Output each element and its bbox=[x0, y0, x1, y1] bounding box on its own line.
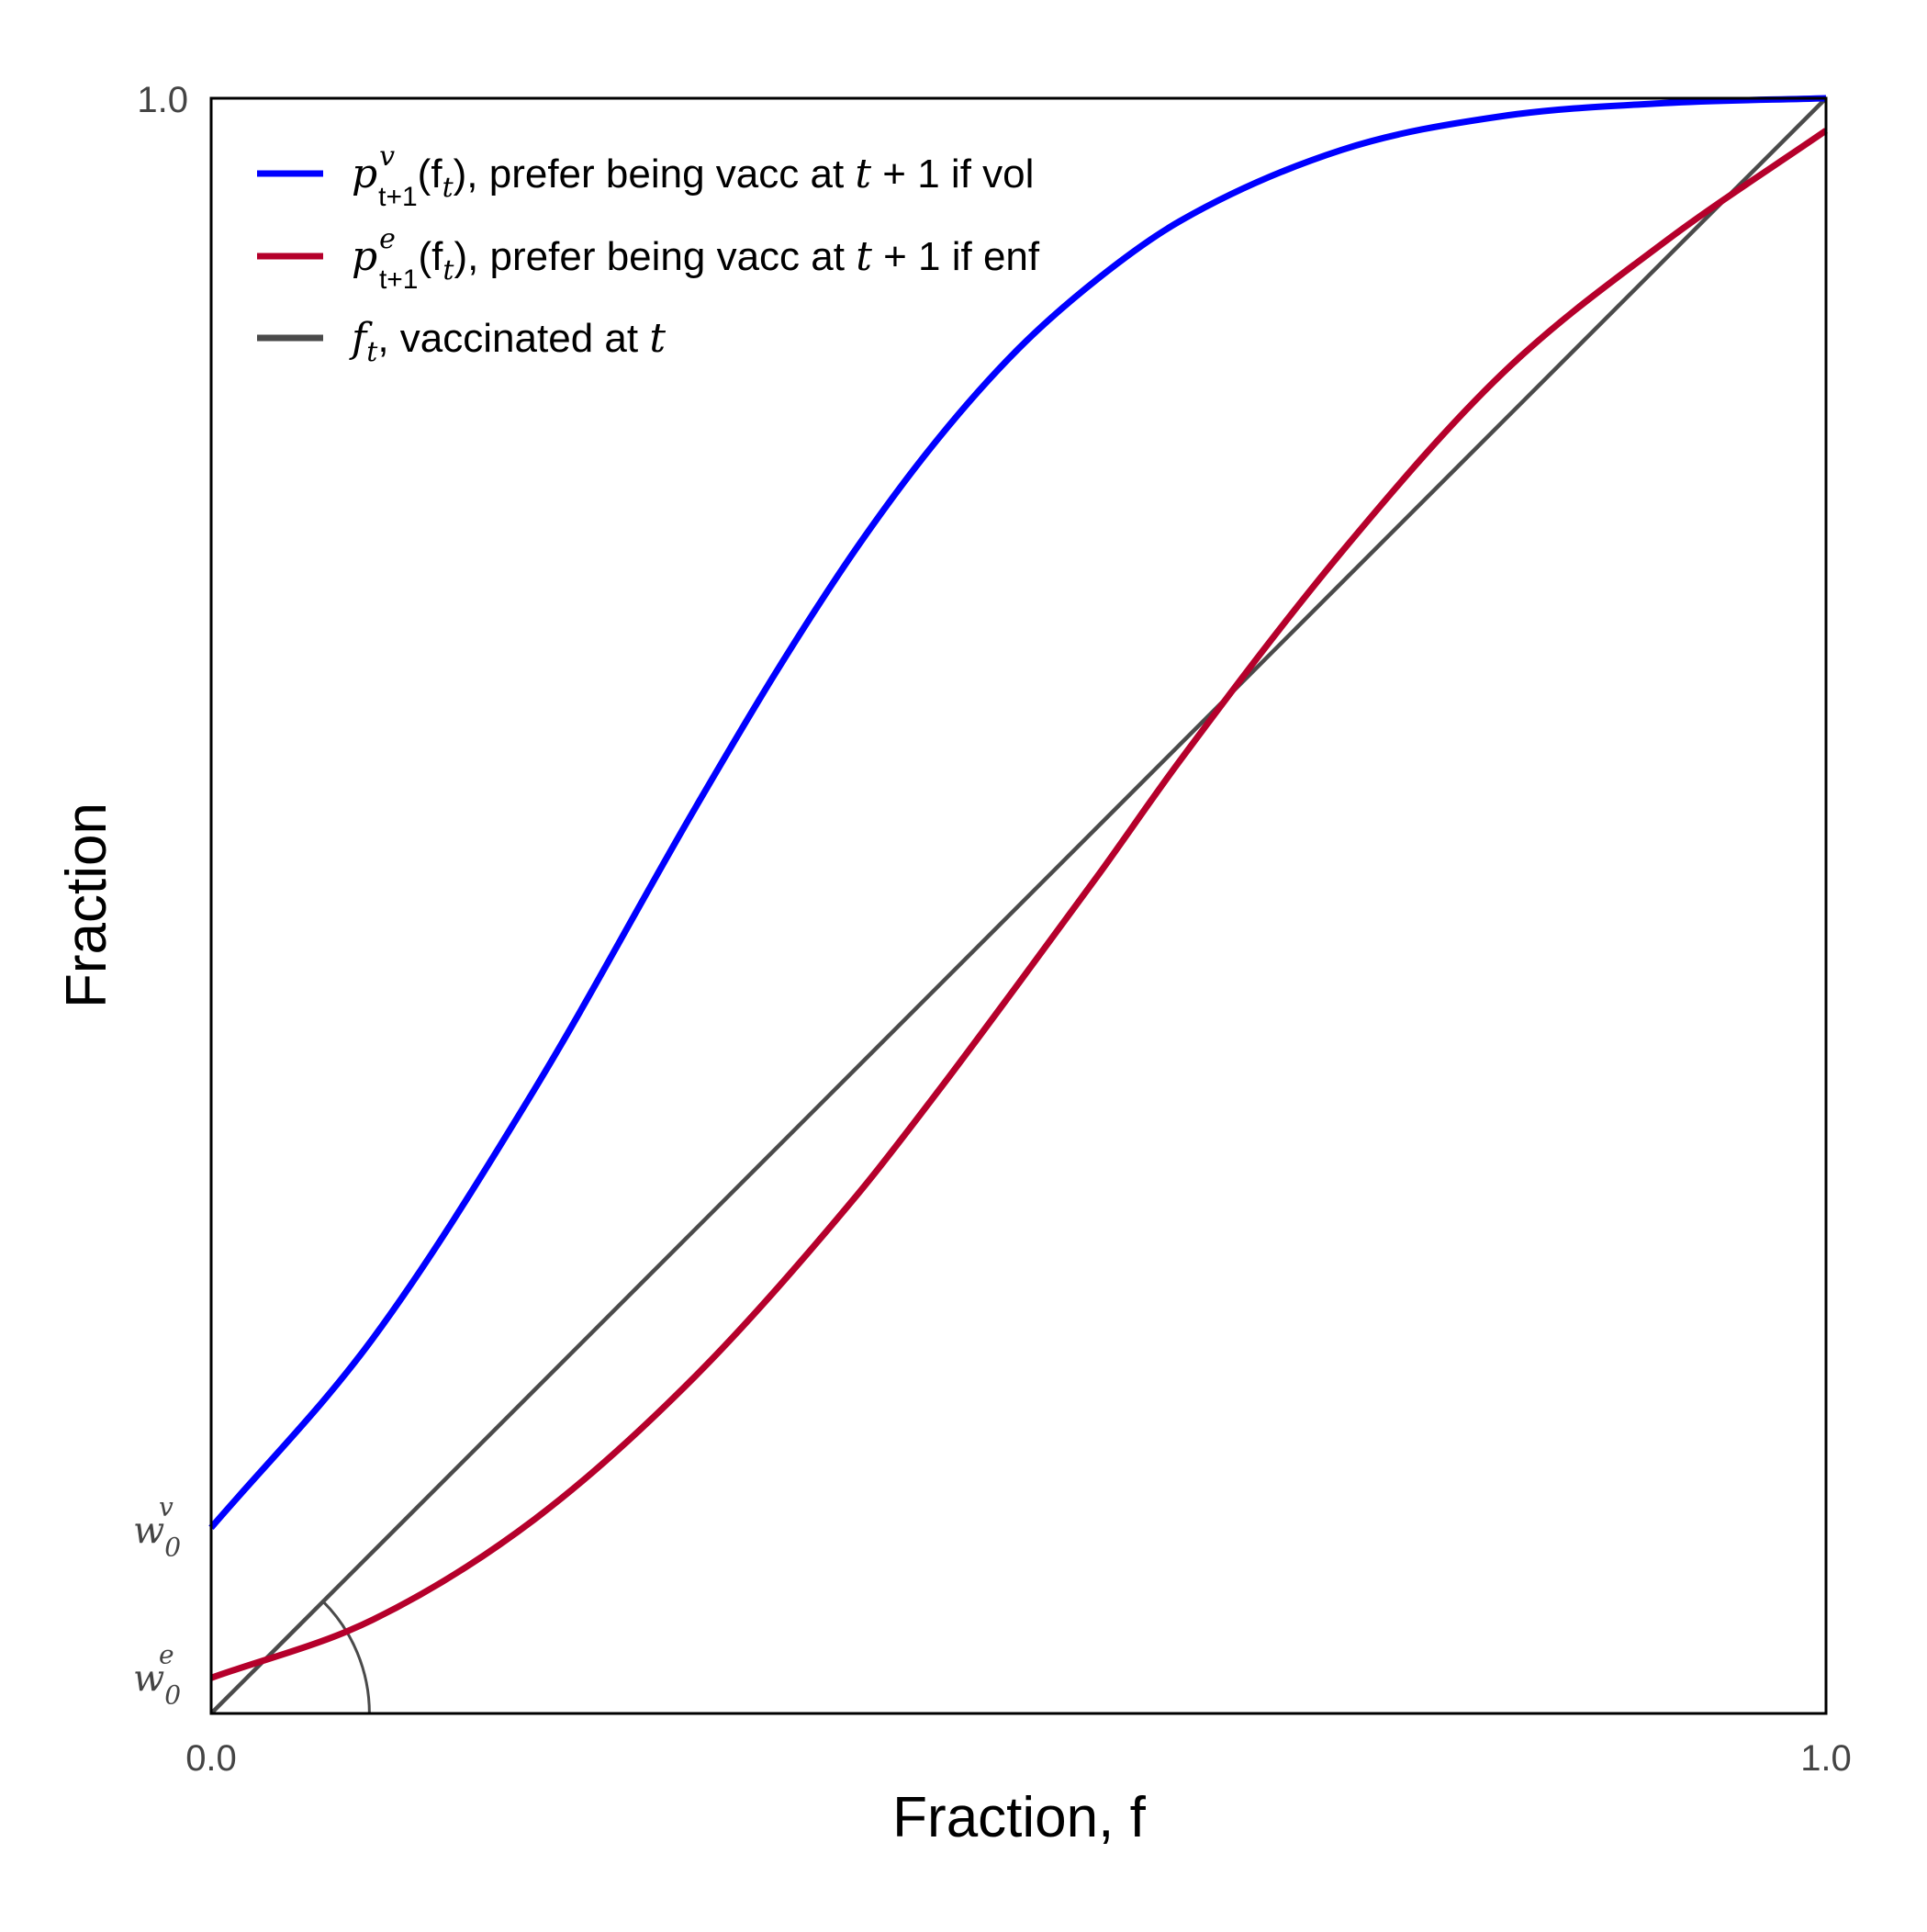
y-tick-label-top: 1.0 bbox=[137, 80, 188, 120]
legend-label-vol: pv t+1(ft), prefer being vacc at t + 1 if… bbox=[352, 140, 1034, 212]
curves-layer bbox=[208, 95, 1828, 1715]
series-line-vol bbox=[208, 95, 1827, 1530]
y-annotation-w0e: w0 e bbox=[133, 1639, 181, 1710]
w0e-base: w bbox=[133, 1657, 164, 1700]
legend-label-enf: pe t+1(ft), prefer being vacc at t + 1 if… bbox=[352, 223, 1040, 295]
y-annotation-w0v: w0 v bbox=[133, 1492, 181, 1563]
angle-arc bbox=[321, 1601, 371, 1714]
y-axis-label: Fraction bbox=[55, 803, 118, 1008]
series-line-enf bbox=[209, 128, 1828, 1681]
w0e-sub: 0 bbox=[164, 1679, 181, 1710]
x-tick-label-0: 0.0 bbox=[185, 1738, 237, 1779]
legend-label-diag: ft, vaccinated at t bbox=[349, 315, 666, 368]
legend: pv t+1(ft), prefer being vacc at t + 1 if… bbox=[257, 140, 1040, 368]
w0e-sup: e bbox=[159, 1639, 174, 1669]
w0v-sup: v bbox=[159, 1492, 174, 1522]
plot-frame bbox=[209, 96, 1828, 1715]
series-line-diag bbox=[209, 96, 1828, 1715]
w0v-base: w bbox=[133, 1511, 164, 1553]
x-tick-label-1: 1.0 bbox=[1800, 1738, 1852, 1779]
svg-text:w0: w0 bbox=[133, 1511, 181, 1563]
w0v-sub: 0 bbox=[164, 1533, 181, 1563]
svg-text:w0: w0 bbox=[133, 1657, 181, 1710]
x-axis-label: Fraction, f bbox=[892, 1786, 1146, 1849]
